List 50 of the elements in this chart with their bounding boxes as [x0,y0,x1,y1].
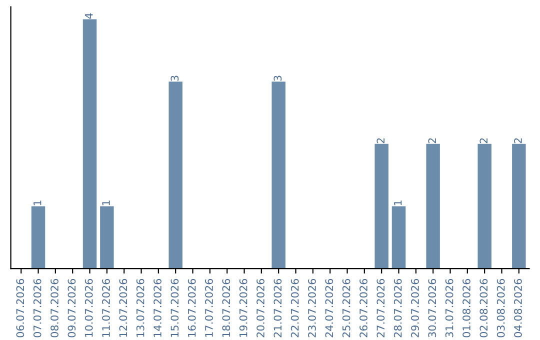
x-tick-label: 08.07.2026 [50,278,58,338]
x-tick-label: 16.07.2026 [188,278,196,337]
bar [392,206,406,269]
x-tick-label: 20.07.2026 [256,278,264,338]
x-tick-label: 10.07.2026 [84,278,93,337]
x-tick-label: 23.07.2026 [308,278,316,338]
data-label: 2 [514,138,522,144]
x-tick-label: 01.08.2026 [462,278,470,338]
x-tick-label: 09.07.2026 [68,278,76,338]
x-tick-label: 28.07.2026 [394,278,402,338]
x-tick-label: 06.07.2026 [16,278,24,338]
data-label: 2 [428,138,436,144]
data-label: 2 [480,138,488,144]
x-tick-label: 15.07.2026 [170,278,179,337]
data-label: 1 [394,200,402,206]
x-tick-label: 17.07.2026 [205,278,213,337]
bar [478,144,492,269]
x-tick-label: 24.07.2026 [325,278,334,338]
bar [512,144,526,269]
bar [82,19,97,269]
x-tick-label: 22.07.2026 [290,278,299,338]
x-tick-label: 14.07.2026 [154,278,162,337]
bar [426,144,440,269]
x-tick-label: 26.07.2026 [360,278,368,338]
bar [272,82,286,269]
x-tick-label: 29.07.2026 [411,278,419,338]
x-tick-label: 30.07.2026 [428,278,436,338]
x-tick-label: 27.07.2026 [376,278,385,338]
data-label: 3 [170,76,179,81]
bar [100,206,114,269]
x-tick-label: 19.07.2026 [239,278,248,337]
data-label: 4 [85,13,93,19]
x-tick-label: 21.07.2026 [274,278,282,338]
x-tick-label: 13.07.2026 [136,278,144,337]
bar [374,144,388,269]
x-tick-label: 18.07.2026 [222,278,230,337]
x-tick-label: 07.07.2026 [33,278,42,338]
x-tick-label: 12.07.2026 [119,278,128,337]
data-label: 1 [34,200,42,206]
x-tick-label: 25.07.2026 [342,278,350,338]
x-tick-label: 31.07.2026 [445,278,454,338]
bar [168,82,182,269]
data-label: 1 [102,200,110,206]
x-tick-label: 03.08.2026 [496,278,505,338]
data-label: 3 [274,76,282,81]
x-tick-label: 04.08.2026 [514,278,522,338]
x-tick-label: 11.07.2026 [102,278,110,337]
bar [31,206,46,269]
x-tick-label: 02.08.2026 [480,278,488,338]
data-label: 2 [376,138,384,144]
